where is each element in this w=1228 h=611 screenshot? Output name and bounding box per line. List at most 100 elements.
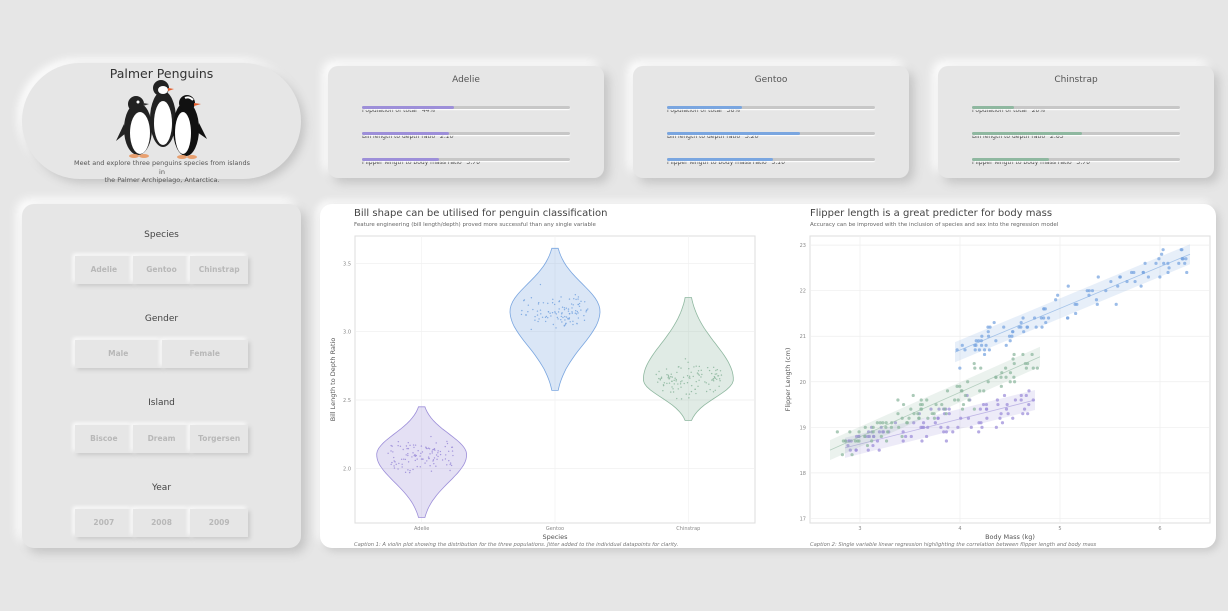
y-tick-label: 22 — [800, 289, 806, 295]
data-point — [680, 381, 682, 383]
data-point-adelie — [926, 425, 930, 429]
data-point-chinstrap — [1012, 361, 1016, 366]
data-point — [452, 454, 454, 457]
data-point — [534, 315, 536, 318]
data-point-gentoo — [1129, 270, 1134, 275]
data-point — [662, 384, 665, 387]
filter-button-chinstrap[interactable]: Chinstrap — [190, 256, 249, 284]
data-point-adelie — [877, 448, 881, 452]
data-point-adelie — [984, 402, 989, 407]
data-point — [696, 372, 699, 374]
x-tick-label: 4 — [958, 526, 961, 532]
charts-panel: Bill shape can be utilised for penguin c… — [320, 204, 1216, 548]
data-point — [695, 392, 697, 395]
data-point-gentoo — [992, 320, 996, 325]
data-point-adelie — [1027, 402, 1031, 407]
data-point-gentoo — [1181, 257, 1185, 261]
data-point — [670, 391, 672, 393]
plot-area — [809, 235, 1211, 524]
data-point-adelie — [924, 434, 929, 439]
filter-button-dream[interactable]: Dream — [132, 425, 191, 453]
data-point — [695, 365, 697, 367]
data-point — [530, 297, 533, 299]
filter-button-2007[interactable]: 2007 — [75, 509, 133, 537]
filter-button-female[interactable]: Female — [161, 340, 248, 368]
data-point — [441, 459, 444, 461]
data-point-chinstrap — [865, 443, 870, 448]
data-point-chinstrap — [1026, 361, 1030, 366]
filter-button-gentoo[interactable]: Gentoo — [132, 256, 191, 284]
y-axis-label: Bill Length to Depth Ratio — [329, 338, 337, 422]
filter-button-adelie[interactable]: Adelie — [75, 256, 133, 284]
data-point-adelie — [866, 448, 870, 452]
data-point — [429, 465, 431, 467]
data-point-chinstrap — [918, 402, 923, 407]
filter-button-biscoe[interactable]: Biscoe — [75, 425, 133, 453]
data-point — [584, 301, 586, 303]
data-point-adelie — [901, 430, 905, 434]
data-point-gentoo — [1177, 261, 1181, 265]
data-point — [538, 301, 540, 304]
data-point-adelie — [1006, 412, 1010, 416]
data-point-gentoo — [1066, 284, 1070, 288]
data-point-chinstrap — [1008, 371, 1013, 375]
data-point — [577, 317, 580, 319]
data-point — [420, 445, 423, 447]
species-card-chinstrap: Chinstrap Population of total 20% Bill l… — [938, 66, 1214, 178]
data-point — [673, 383, 675, 385]
data-point — [555, 327, 557, 329]
data-point — [422, 458, 424, 460]
data-point — [686, 382, 689, 384]
violin-chart-caption: Caption 1: A violin plot showing the dis… — [354, 542, 679, 548]
data-point-gentoo — [1167, 266, 1171, 270]
data-point — [580, 309, 582, 311]
data-point — [712, 379, 714, 381]
data-point-gentoo — [1116, 284, 1120, 288]
filter-button-2008[interactable]: 2008 — [132, 509, 191, 537]
data-point — [527, 304, 530, 306]
data-point-chinstrap — [960, 407, 965, 411]
data-point-chinstrap — [919, 407, 923, 411]
data-point-adelie — [1002, 393, 1007, 398]
filter-button-torgersen[interactable]: Torgersen — [190, 425, 249, 453]
data-point — [718, 385, 720, 388]
progress-bar — [972, 132, 1180, 135]
filter-button-male[interactable]: Male — [75, 340, 162, 368]
filter-gender-title: Gender — [144, 314, 179, 324]
data-point-gentoo — [1044, 320, 1048, 325]
data-point-chinstrap — [944, 412, 948, 416]
data-point — [572, 323, 574, 326]
data-point — [558, 308, 560, 310]
data-point — [719, 380, 721, 382]
filter-button-2009[interactable]: 2009 — [190, 509, 249, 537]
x-tick-label: Adelie — [414, 526, 429, 532]
data-point-gentoo — [1160, 252, 1164, 256]
data-point — [437, 450, 439, 452]
progress-fill — [972, 158, 1049, 161]
data-point — [708, 383, 710, 385]
data-point — [542, 302, 545, 304]
data-point-adelie — [981, 402, 986, 407]
data-point — [684, 358, 687, 360]
data-point-chinstrap — [966, 380, 970, 384]
data-point — [563, 325, 566, 327]
regression-line-gentoo — [954, 253, 1191, 353]
data-point-adelie — [867, 434, 872, 439]
data-point-chinstrap — [1000, 371, 1004, 375]
data-point-chinstrap — [972, 361, 976, 366]
data-point-gentoo — [986, 334, 991, 338]
data-point — [397, 440, 400, 443]
data-point-adelie — [956, 425, 960, 429]
data-point-chinstrap — [919, 398, 923, 402]
data-point-adelie — [909, 434, 913, 439]
species-card-gentoo: Gentoo Population of total 36% Bill leng… — [633, 66, 909, 178]
progress-bar — [667, 158, 875, 161]
data-point — [419, 466, 422, 468]
data-point-adelie — [929, 407, 933, 411]
data-point-gentoo — [1179, 248, 1183, 252]
data-point — [570, 303, 573, 305]
data-point — [662, 390, 664, 392]
data-point — [704, 381, 706, 383]
data-point-adelie — [1031, 398, 1035, 402]
data-point — [390, 444, 392, 447]
